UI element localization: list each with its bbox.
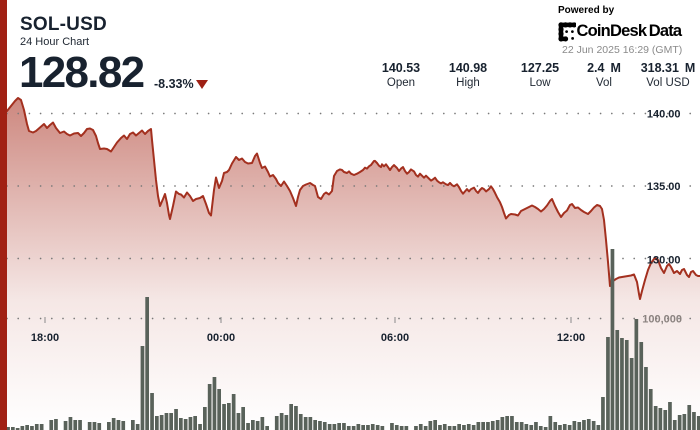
svg-text:130.00: 130.00: [647, 255, 681, 267]
svg-text:12:00: 12:00: [557, 332, 585, 344]
svg-text:00:00: 00:00: [207, 332, 235, 344]
svg-text:140.00: 140.00: [647, 109, 681, 121]
svg-text:18:00: 18:00: [31, 332, 59, 344]
svg-text:100,000: 100,000: [642, 314, 682, 326]
svg-text:135.00: 135.00: [647, 181, 681, 193]
svg-text:06:00: 06:00: [381, 332, 409, 344]
